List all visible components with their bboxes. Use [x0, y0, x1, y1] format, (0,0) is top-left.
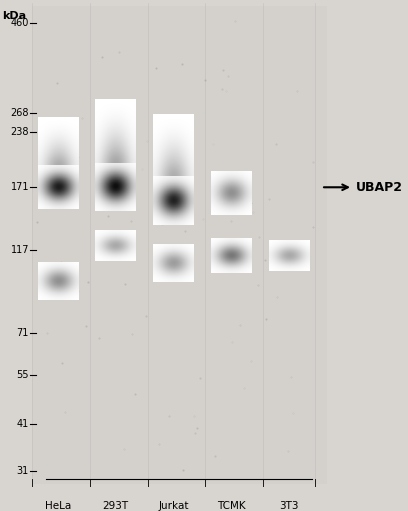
Text: 3T3: 3T3 [279, 501, 299, 510]
Text: TCMK: TCMK [217, 501, 246, 510]
Text: kDa: kDa [2, 11, 27, 21]
FancyBboxPatch shape [32, 6, 327, 484]
Text: 117: 117 [11, 245, 29, 255]
Text: 293T: 293T [103, 501, 129, 510]
Text: 171: 171 [11, 182, 29, 192]
Text: 268: 268 [11, 108, 29, 118]
Text: 460: 460 [11, 18, 29, 28]
Text: Jurkat: Jurkat [158, 501, 189, 510]
Text: 55: 55 [16, 370, 29, 381]
Text: 31: 31 [17, 466, 29, 476]
Text: 71: 71 [17, 328, 29, 338]
Text: 238: 238 [11, 127, 29, 137]
Text: HeLa: HeLa [45, 501, 71, 510]
Text: 41: 41 [17, 419, 29, 429]
Text: UBAP2: UBAP2 [356, 181, 403, 194]
